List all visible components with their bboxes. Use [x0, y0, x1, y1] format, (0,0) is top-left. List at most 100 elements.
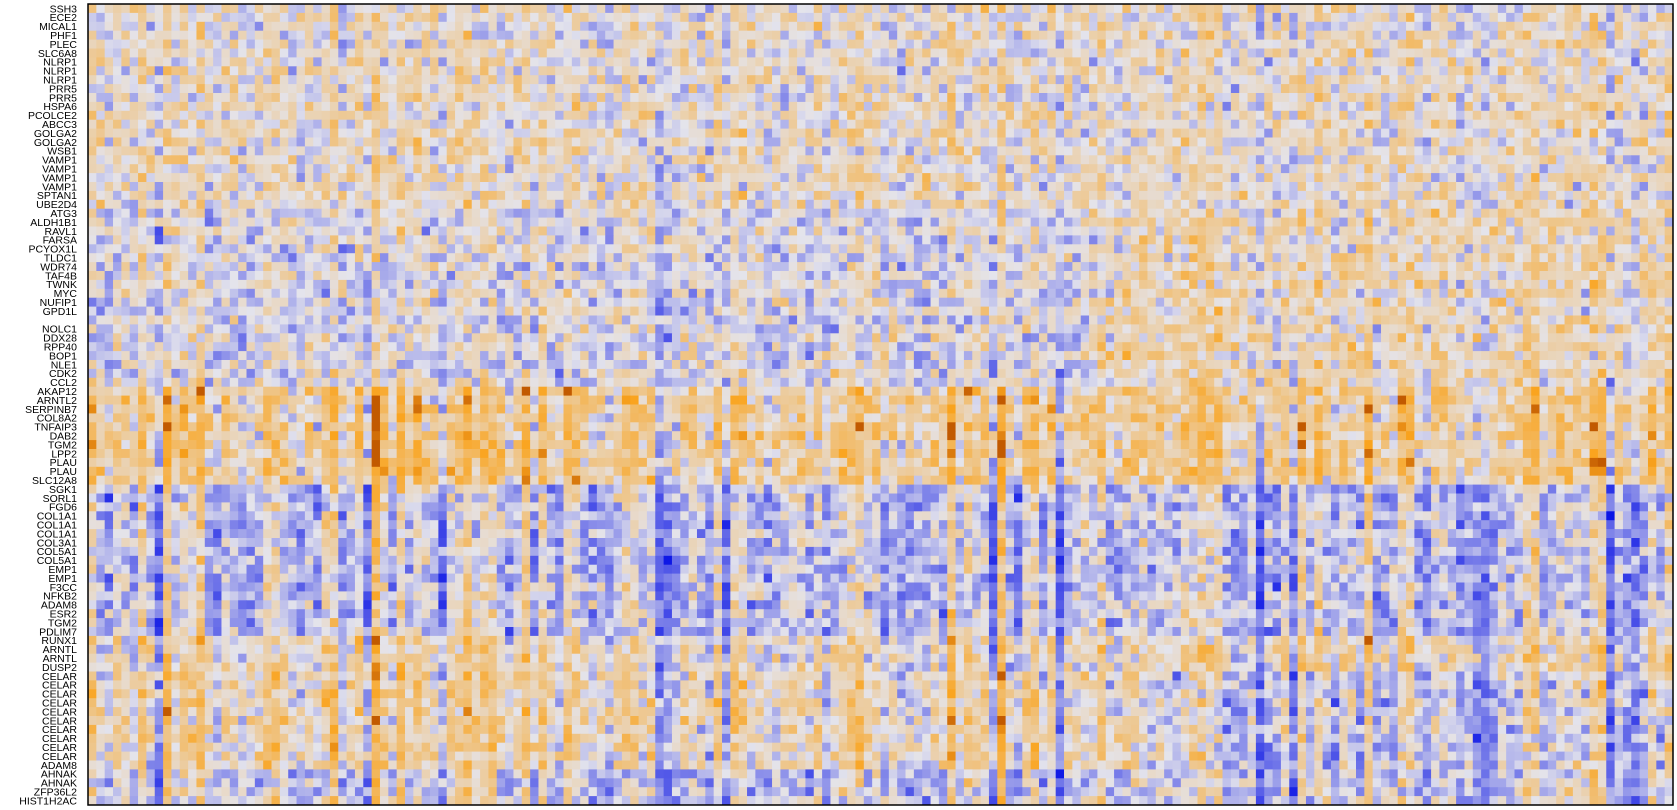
- heatmap-cell: [1155, 12, 1165, 23]
- heatmap-cell: [663, 39, 673, 49]
- heatmap-cell: [413, 164, 423, 174]
- heatmap-cell: [396, 226, 406, 236]
- heatmap-cell: [521, 101, 531, 112]
- heatmap-cell: [830, 217, 840, 227]
- heatmap-cell: [747, 12, 756, 23]
- heatmap-cell: [88, 182, 97, 192]
- heatmap-cell: [1180, 119, 1190, 129]
- heatmap-cell: [354, 93, 364, 103]
- heatmap-cell: [1389, 137, 1399, 147]
- heatmap-cell: [1164, 217, 1173, 227]
- heatmap-cell: [830, 137, 840, 147]
- heatmap-cell: [1556, 66, 1565, 76]
- heatmap-cell: [1097, 110, 1107, 121]
- heatmap-cell: [613, 93, 623, 103]
- heatmap-cell: [138, 84, 147, 94]
- heatmap-cell: [1205, 146, 1215, 156]
- heatmap-cell: [1439, 101, 1449, 112]
- heatmap-cell: [1047, 75, 1057, 85]
- heatmap-cell: [188, 12, 197, 23]
- heatmap-cell: [1456, 164, 1465, 174]
- heatmap-cell: [455, 199, 464, 210]
- heatmap-cell: [521, 57, 531, 67]
- heatmap-cell: [738, 208, 748, 218]
- heatmap-cell: [1372, 12, 1382, 23]
- heatmap-cell: [229, 208, 239, 218]
- heatmap-cell: [1414, 173, 1424, 183]
- heatmap-cell: [1114, 217, 1123, 227]
- heatmap-cell: [1230, 173, 1240, 183]
- heatmap-cell: [1130, 57, 1140, 67]
- heatmap-cell: [405, 93, 414, 103]
- heatmap-cell: [1614, 39, 1624, 49]
- heatmap-cell: [1431, 226, 1440, 236]
- heatmap-cell: [538, 39, 548, 49]
- heatmap-cell: [1581, 137, 1590, 147]
- heatmap-cell: [471, 217, 481, 227]
- heatmap-cell: [1656, 39, 1666, 49]
- heatmap-cell: [546, 235, 556, 245]
- heatmap-cell: [888, 146, 898, 156]
- heatmap-cell: [1255, 75, 1265, 85]
- heatmap-cell: [1539, 208, 1549, 218]
- heatmap-cell: [630, 21, 639, 32]
- heatmap-cell: [471, 30, 481, 40]
- heatmap-cell: [1030, 226, 1040, 236]
- heatmap-cell: [246, 137, 256, 147]
- heatmap-cell: [221, 190, 231, 201]
- heatmap-cell: [571, 155, 581, 165]
- heatmap-cell: [1030, 173, 1040, 183]
- heatmap-cell: [1397, 101, 1407, 112]
- heatmap-cell: [580, 119, 589, 129]
- heatmap-cell: [722, 84, 731, 94]
- heatmap-cell: [1005, 93, 1015, 103]
- heatmap-cell: [1239, 21, 1248, 32]
- heatmap-cell: [1130, 21, 1140, 32]
- heatmap-cell: [338, 208, 347, 218]
- heatmap-cell: [1239, 182, 1248, 192]
- heatmap-cell: [955, 173, 965, 183]
- heatmap-cell: [1406, 30, 1415, 40]
- heatmap-cell: [1414, 21, 1424, 32]
- heatmap-cell: [1072, 93, 1082, 103]
- heatmap-cell: [663, 164, 673, 174]
- heatmap-cell: [1164, 101, 1173, 112]
- heatmap-cell: [488, 128, 498, 138]
- heatmap-cell: [1397, 182, 1407, 192]
- heatmap-cell: [1639, 173, 1649, 183]
- heatmap-cell: [421, 21, 431, 32]
- heatmap-cell: [346, 235, 356, 245]
- heatmap-cell: [455, 190, 464, 201]
- heatmap-cell: [1222, 93, 1232, 103]
- heatmap-cell: [1389, 21, 1399, 32]
- heatmap-cell: [1272, 4, 1282, 14]
- heatmap-cell: [1280, 4, 1290, 14]
- heatmap-cell: [521, 30, 531, 40]
- heatmap-cell: [1614, 182, 1624, 192]
- heatmap-cell: [713, 226, 723, 236]
- heatmap-cell: [513, 12, 523, 23]
- heatmap-cell: [1239, 226, 1248, 236]
- heatmap-cell: [1539, 48, 1549, 58]
- heatmap-cell: [1472, 39, 1482, 49]
- heatmap-cell: [747, 39, 756, 49]
- heatmap-cell: [1005, 4, 1015, 14]
- heatmap-cell: [738, 30, 748, 40]
- heatmap-cell: [496, 146, 506, 156]
- heatmap-cell: [371, 12, 381, 23]
- heatmap-cell: [1456, 101, 1465, 112]
- heatmap-cell: [1089, 137, 1098, 147]
- heatmap-cell: [630, 119, 639, 129]
- heatmap-cell: [905, 155, 915, 165]
- heatmap-cell: [1647, 66, 1657, 76]
- heatmap-cell: [96, 235, 106, 245]
- heatmap-cell: [705, 110, 715, 121]
- heatmap-cell: [196, 4, 206, 14]
- heatmap-cell: [313, 12, 322, 23]
- heatmap-cell: [880, 101, 890, 112]
- heatmap-cell: [1622, 119, 1632, 129]
- heatmap-cell: [696, 39, 706, 49]
- heatmap-cell: [1414, 190, 1424, 201]
- heatmap-cell: [696, 137, 706, 147]
- heatmap-cell: [1122, 182, 1132, 192]
